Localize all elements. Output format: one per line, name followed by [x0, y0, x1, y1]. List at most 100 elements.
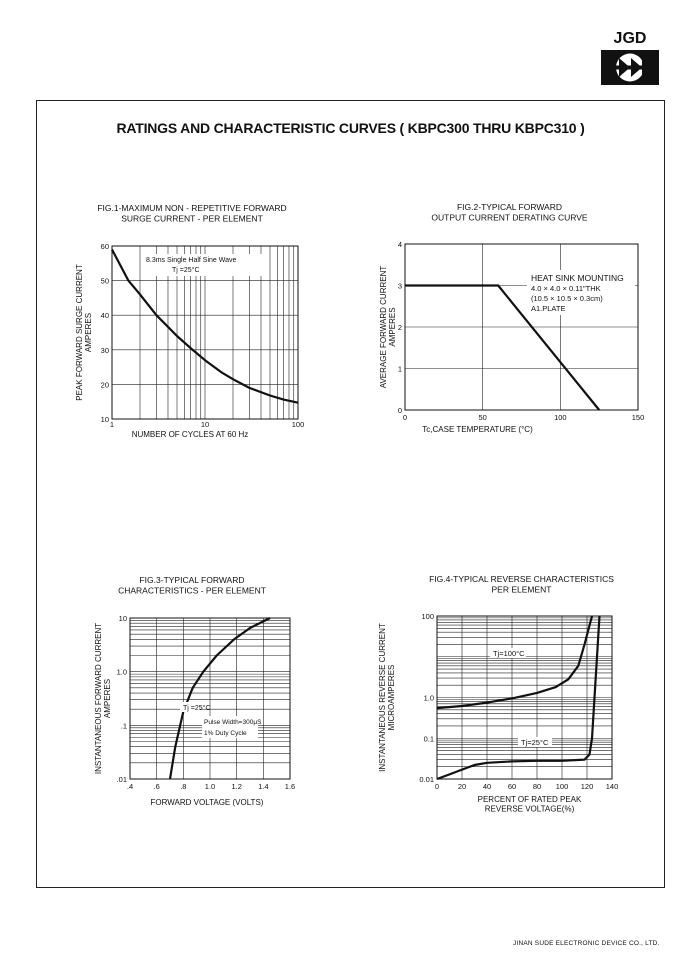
y-tick-label: 10: [119, 614, 127, 623]
x-tick-label: 10: [201, 420, 209, 429]
annotation-bg: [527, 270, 635, 315]
series-line-1: [168, 617, 271, 780]
y-tick-label: 50: [101, 277, 109, 286]
y-tick-label: 20: [101, 380, 109, 389]
x-tick-label: 100: [292, 420, 305, 429]
y-axis-label: INSTANTANEOUS REVERSE CURRENT: [378, 623, 387, 772]
x-tick-label: 0: [403, 413, 407, 422]
x-tick-label: 0: [435, 782, 439, 791]
x-tick-label: 1.4: [258, 782, 268, 791]
chart-title-line: CHARACTERISTICS - PER ELEMENT: [118, 586, 266, 596]
chart-title-line: PER ELEMENT: [492, 585, 552, 595]
y-tick-label: .1: [121, 721, 127, 730]
x-axis-label: NUMBER OF CYCLES AT 60 Hz: [132, 430, 249, 439]
x-tick-label: 40: [483, 782, 491, 791]
annotation-bg: [202, 716, 258, 738]
annotation-text: 8.3ms Single Half Sine Wave: [146, 257, 236, 264]
x-tick-label: 150: [632, 413, 645, 422]
y-tick-label: 0.01: [419, 775, 434, 784]
y-axis-label: AVERAGE FORWARD CURRENT: [379, 266, 388, 389]
chart-title-line: FIG.1-MAXIMUM NON - REPETITIVE FORWARD: [97, 203, 286, 213]
y-axis-label: AMPERES: [103, 679, 112, 718]
y-tick-label: 1: [398, 365, 402, 374]
series-line-2: [436, 615, 601, 781]
logo-text: JGD: [613, 30, 647, 47]
annotation-text: 1% Duty Cycle: [204, 730, 247, 737]
page-title: RATINGS AND CHARACTERISTIC CURVES ( KBPC…: [116, 120, 585, 136]
grid-lines: [404, 243, 639, 411]
x-tick-label: 1.0: [205, 782, 215, 791]
y-tick-label: 40: [101, 311, 109, 320]
x-tick-label: 80: [533, 782, 541, 791]
x-tick-label: .6: [154, 782, 160, 791]
plot-frame: [129, 617, 291, 780]
y-tick-label: 1.0: [424, 694, 434, 703]
y-tick-label: 30: [101, 346, 109, 355]
y-tick-label: 60: [101, 242, 109, 251]
x-axis-label: PERCENT OF RATED PEAK: [478, 795, 582, 804]
annotation-text: Tj =25°C: [183, 704, 211, 712]
x-axis-label: FORWARD VOLTAGE (VOLTS): [151, 798, 264, 807]
y-axis-label: PEAK FORWARD SURGE CURRENT: [75, 264, 84, 401]
chart-4: 0 20 40 60 80 100 120 140 0.01 0.1 1.0 100 FIG.4-TYP…: [378, 574, 618, 814]
x-axis-label: Tc,CASE TEMPERATURE (°C): [422, 425, 533, 434]
annotation-bg: [142, 254, 264, 276]
y-tick-label: 0: [398, 406, 402, 415]
series-line-1: [436, 615, 594, 710]
series-label-bg: [518, 737, 552, 747]
annotation-text: HEAT SINK MOUNTING: [531, 273, 624, 283]
y-axis-label: AMPERES: [388, 307, 397, 346]
series-label-bg: [490, 648, 526, 658]
x-tick-label: 100: [556, 782, 569, 791]
chart-title-line: FIG.4-TYPICAL REVERSE CHARACTERISTICS: [429, 574, 614, 584]
x-tick-label: 1: [110, 420, 114, 429]
y-tick-label: 2: [398, 323, 402, 332]
x-tick-label: 120: [581, 782, 594, 791]
series-label: Tj=25°C: [521, 738, 549, 747]
y-tick-label: 1.0: [117, 668, 127, 677]
annotation-text: Tj =25°C: [172, 266, 200, 274]
x-tick-label: .8: [180, 782, 186, 791]
series-label: Tj=100°C: [493, 649, 525, 658]
x-tick-label: 20: [458, 782, 466, 791]
annotation-text: 4.0 × 4.0 × 0.11"THK: [531, 284, 601, 293]
content-frame: [36, 100, 665, 888]
x-tick-label: 60: [508, 782, 516, 791]
chart-2: 0 50 100 150 0 1 2 3 4 FIG.2-TYPICAL FORWARDOUTPU…: [379, 202, 644, 434]
x-tick-label: .4: [127, 782, 133, 791]
grid-lines: [436, 616, 613, 780]
y-tick-label: 0.1: [424, 734, 434, 743]
y-tick-label: 100: [421, 612, 434, 621]
y-axis-label: INSTANTANEOUS FORWARD CURRENT: [94, 623, 103, 774]
company-logo: JGD: [601, 30, 659, 86]
x-tick-label: 140: [606, 782, 619, 791]
y-tick-label: .01: [117, 775, 127, 784]
x-tick-label: 50: [478, 413, 486, 422]
y-tick-label: 3: [398, 282, 402, 291]
chart-3: .4 .6 .8 1.0 1.2 1.4 1.6 .01 .1 1.0 10 FIG.3-TYPICA…: [94, 575, 295, 807]
plot-frame: [436, 615, 613, 780]
annotation-text: (10.5 × 10.5 × 0.3cm): [531, 294, 603, 303]
x-axis-label: REVERSE VOLTAGE(%): [485, 805, 575, 814]
chart-title-line: SURGE CURRENT - PER ELEMENT: [121, 214, 263, 224]
y-axis-label: MICROAMPERES: [387, 665, 396, 731]
y-axis-label: AMPERES: [84, 313, 93, 352]
annotation-text: A1.PLATE: [531, 304, 565, 313]
series-line-1: [111, 248, 299, 404]
y-tick-label: 10: [101, 415, 109, 424]
diode-logo-icon: [601, 50, 659, 85]
chart-title-line: OUTPUT CURRENT DERATING CURVE: [431, 213, 587, 223]
annotation-bg: [180, 702, 200, 712]
grid-lines: [129, 618, 291, 780]
x-tick-label: 1.6: [285, 782, 295, 791]
chart-title-line: FIG.2-TYPICAL FORWARD: [457, 202, 562, 212]
y-tick-label: 4: [398, 240, 402, 249]
chart-title-line: FIG.3-TYPICAL FORWARD: [139, 575, 244, 585]
x-tick-label: 1.2: [231, 782, 241, 791]
annotation-text: Pulse Width=300μS: [204, 719, 262, 726]
plot-frame: [404, 243, 639, 411]
footer-company: JINAN SUDE ELECTRONIC DEVICE CO., LTD.: [513, 940, 660, 947]
plot-frame: [111, 245, 299, 420]
